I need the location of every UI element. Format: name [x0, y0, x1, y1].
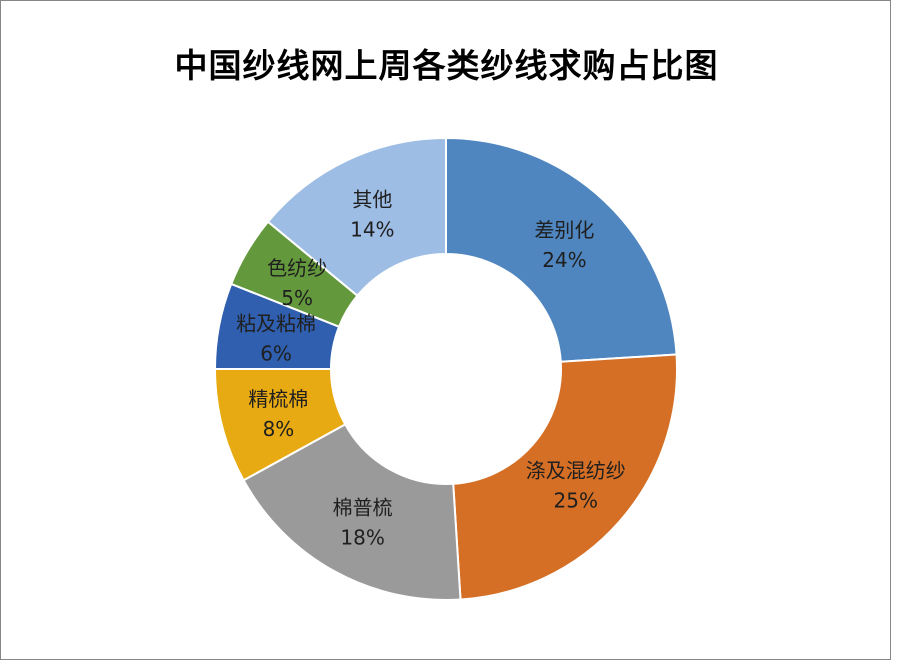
- slice-value-label: 24%: [542, 248, 586, 272]
- slice-value-label: 6%: [260, 342, 292, 366]
- slice-3: [242, 423, 462, 601]
- slice-category-label: 其他: [352, 187, 392, 211]
- slice-value-label: 18%: [340, 526, 384, 550]
- chart-title: 中国纱线网上周各类纱线求购占比图: [174, 46, 719, 85]
- slice-value-label: 5%: [281, 286, 313, 310]
- slice-1: [445, 136, 678, 363]
- slice-7: [266, 136, 447, 298]
- slice-category-label: 差别化: [534, 218, 594, 242]
- slice-labels: 差别化 24% 涤及混纺纱 25% 棉普梳 18% 精梳棉 8% 粘及粘棉 6% 色纺纱 5% 其他 14…: [236, 187, 626, 549]
- slice-category-label: 粘及粘棉: [236, 312, 316, 336]
- slice-category-label: 涤及混纺纱: [526, 458, 626, 482]
- slice-2: [452, 353, 678, 601]
- slice-value-label: 25%: [554, 488, 598, 512]
- slice-category-label: 棉普梳: [333, 496, 393, 520]
- slice-value-label: 14%: [350, 217, 394, 241]
- slice-category-label: 色纺纱: [267, 256, 327, 280]
- slice-value-label: 8%: [263, 417, 295, 441]
- slice-category-label: 精梳棉: [248, 387, 308, 411]
